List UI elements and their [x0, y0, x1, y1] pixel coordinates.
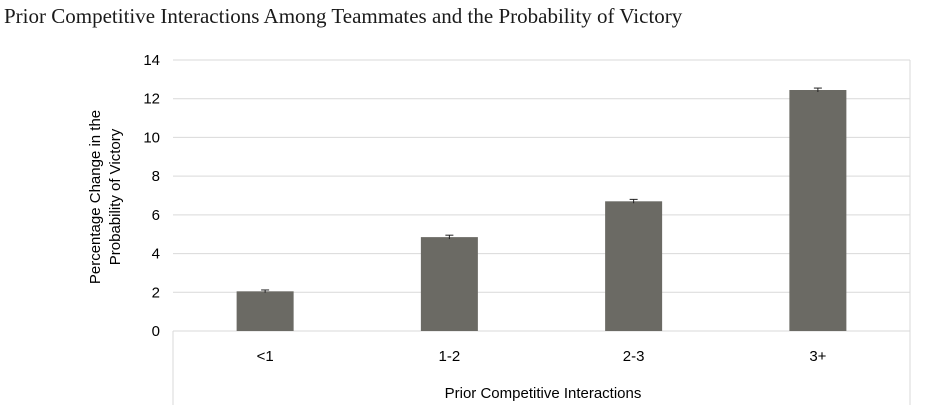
- bar: [789, 90, 847, 331]
- y-tick-label: 10: [143, 129, 160, 146]
- x-tick-label: <1: [257, 348, 274, 365]
- x-tick-label: 3+: [809, 348, 826, 365]
- y-tick-label: 0: [152, 323, 160, 340]
- y-tick-label: 2: [152, 284, 160, 301]
- y-axis-label: Percentage Change in the Probability of …: [87, 110, 124, 284]
- x-axis-label: Prior Competitive Interactions: [445, 385, 642, 402]
- y-axis-label-line-1: Percentage Change in the: [87, 110, 104, 284]
- gridlines: [172, 59, 911, 405]
- y-tick-label: 4: [152, 246, 160, 263]
- chart-title: Prior Competitive Interactions Among Tea…: [4, 4, 683, 28]
- y-tick-label: 8: [152, 168, 160, 185]
- y-tick-label: 12: [143, 91, 160, 108]
- bars: [236, 87, 847, 331]
- bar: [605, 201, 663, 331]
- x-tick-label: 1-2: [439, 348, 461, 365]
- y-tick-label: 14: [143, 52, 160, 69]
- y-axis-ticks: 0 2 4 6 8 10 12 14: [143, 52, 160, 340]
- x-tick-label: 2-3: [623, 348, 645, 365]
- y-tick-label: 6: [152, 207, 160, 224]
- y-axis-label-line-2: Probability of Victory: [107, 128, 124, 265]
- bar: [236, 291, 294, 331]
- x-axis-ticks: <1 1-2 2-3 3+: [257, 348, 827, 365]
- bar: [420, 237, 478, 331]
